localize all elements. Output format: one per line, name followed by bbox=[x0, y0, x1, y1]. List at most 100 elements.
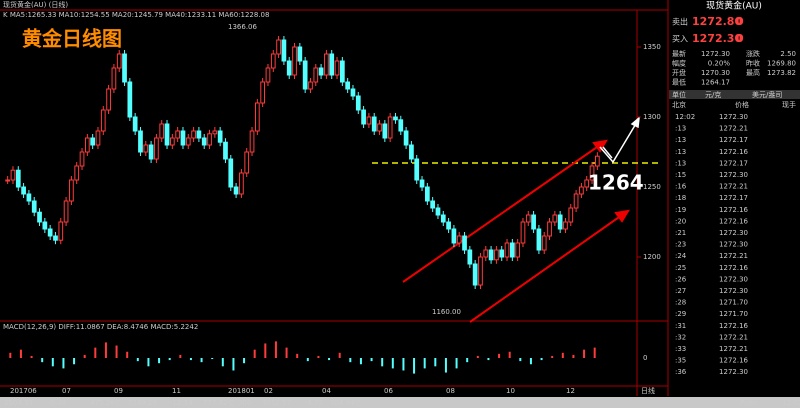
candle bbox=[265, 67, 271, 83]
candle bbox=[276, 39, 281, 55]
status-item: -4.72 bbox=[305, 399, 323, 407]
candle bbox=[122, 53, 127, 83]
x-tick-label: 11 bbox=[172, 387, 181, 395]
tick-price: 1272.17 bbox=[719, 194, 748, 202]
tick-price: 1272.21 bbox=[719, 345, 748, 353]
status-item: 3280.20 bbox=[128, 399, 157, 407]
candle bbox=[531, 214, 536, 230]
quote-label: 最新 bbox=[672, 49, 686, 58]
tick-price: 1272.30 bbox=[719, 113, 748, 121]
tick-price: 1272.17 bbox=[719, 136, 748, 144]
candle bbox=[424, 186, 430, 202]
status-item: 300 bbox=[238, 399, 251, 407]
candle bbox=[5, 179, 11, 182]
tick-price: 1272.30 bbox=[719, 287, 748, 295]
candle bbox=[286, 60, 292, 76]
candle bbox=[488, 249, 494, 261]
candle bbox=[308, 81, 313, 90]
candle bbox=[318, 67, 324, 76]
candle bbox=[201, 137, 207, 146]
candle bbox=[15, 169, 21, 188]
candle bbox=[196, 130, 202, 139]
candle bbox=[260, 81, 266, 104]
candle bbox=[228, 158, 234, 188]
candle bbox=[42, 221, 48, 230]
candle bbox=[106, 88, 111, 111]
candle bbox=[154, 137, 159, 160]
tick-time: :35 bbox=[675, 357, 686, 365]
candle bbox=[47, 228, 53, 237]
candle bbox=[520, 221, 526, 244]
tick-time: :36 bbox=[675, 368, 687, 376]
candle bbox=[223, 141, 228, 160]
tick-time: :18 bbox=[675, 194, 686, 202]
overlay-title: 黄金日线图 bbox=[22, 27, 122, 51]
status-item: 304.94亿 bbox=[330, 398, 362, 407]
candle bbox=[467, 249, 473, 265]
tick-price: 1271.70 bbox=[719, 299, 748, 307]
candle bbox=[37, 211, 42, 223]
candle bbox=[494, 249, 499, 261]
quote-label: 昨收 bbox=[746, 59, 760, 68]
candle bbox=[456, 235, 462, 244]
candle bbox=[419, 179, 425, 188]
quote-label: 开盘 bbox=[672, 68, 686, 77]
candle bbox=[515, 242, 521, 258]
candle bbox=[366, 116, 372, 125]
period-label: 日线 bbox=[641, 386, 655, 395]
candle bbox=[387, 116, 393, 139]
y-tick-label: 1250 bbox=[643, 183, 661, 191]
tick-time: :29 bbox=[675, 310, 686, 318]
tick-time: :13 bbox=[675, 148, 686, 156]
candle bbox=[270, 53, 276, 69]
quote-label: 涨跌 bbox=[746, 49, 760, 58]
candle bbox=[207, 133, 212, 146]
tick-price: 1272.16 bbox=[719, 217, 748, 225]
x-tick-label: 04 bbox=[322, 387, 331, 395]
candle bbox=[504, 242, 510, 258]
candle bbox=[371, 116, 377, 132]
projection-arrows bbox=[599, 116, 640, 164]
panel-title: 现货黄金(AU) bbox=[706, 0, 762, 12]
candle bbox=[536, 228, 542, 251]
candle bbox=[446, 221, 451, 230]
tick-time: :15 bbox=[675, 171, 686, 179]
candle bbox=[451, 228, 457, 244]
macd-legend: MACD(12,26,9) DIFF:11.0867 DEA:8.4746 MA… bbox=[3, 323, 198, 331]
x-tick-label: 06 bbox=[384, 387, 393, 395]
tick-price: 1272.17 bbox=[719, 159, 748, 167]
candle bbox=[302, 60, 308, 90]
quote-value: 1270.30 bbox=[701, 69, 730, 77]
sell-vol: 0 bbox=[736, 15, 744, 28]
tick-time: :23 bbox=[675, 241, 686, 249]
candle bbox=[525, 214, 531, 223]
x-tick-label: 12 bbox=[566, 387, 575, 395]
buy-price: 1272.30 bbox=[692, 32, 742, 45]
candle bbox=[159, 123, 165, 139]
candle bbox=[329, 53, 335, 76]
candle bbox=[435, 207, 441, 216]
tick-time: :24 bbox=[675, 252, 687, 260]
candle bbox=[568, 207, 574, 223]
candle bbox=[164, 123, 170, 146]
x-tick-label: 07 bbox=[62, 387, 71, 395]
x-tick-label: 201801 bbox=[228, 387, 255, 395]
tick-time: :32 bbox=[675, 333, 686, 341]
tick-price: 1272.16 bbox=[719, 148, 748, 156]
status-bar bbox=[0, 397, 800, 408]
tick-time: :21 bbox=[675, 229, 686, 237]
status-item: 777.92亿 bbox=[203, 398, 235, 407]
x-tick-label: 02 bbox=[264, 387, 273, 395]
quote-value: 0.20% bbox=[708, 60, 731, 68]
status-item: -0.49 bbox=[48, 399, 66, 407]
quote-value: 1273.82 bbox=[767, 69, 796, 77]
y-tick-label: 1200 bbox=[643, 253, 661, 261]
tick-time: :27 bbox=[675, 287, 686, 295]
candle bbox=[297, 46, 303, 62]
candle bbox=[579, 186, 584, 195]
candle bbox=[26, 193, 32, 202]
candle bbox=[169, 137, 175, 146]
candle bbox=[334, 60, 340, 76]
candle bbox=[21, 186, 26, 195]
x-tick-label: 201706 bbox=[10, 387, 37, 395]
